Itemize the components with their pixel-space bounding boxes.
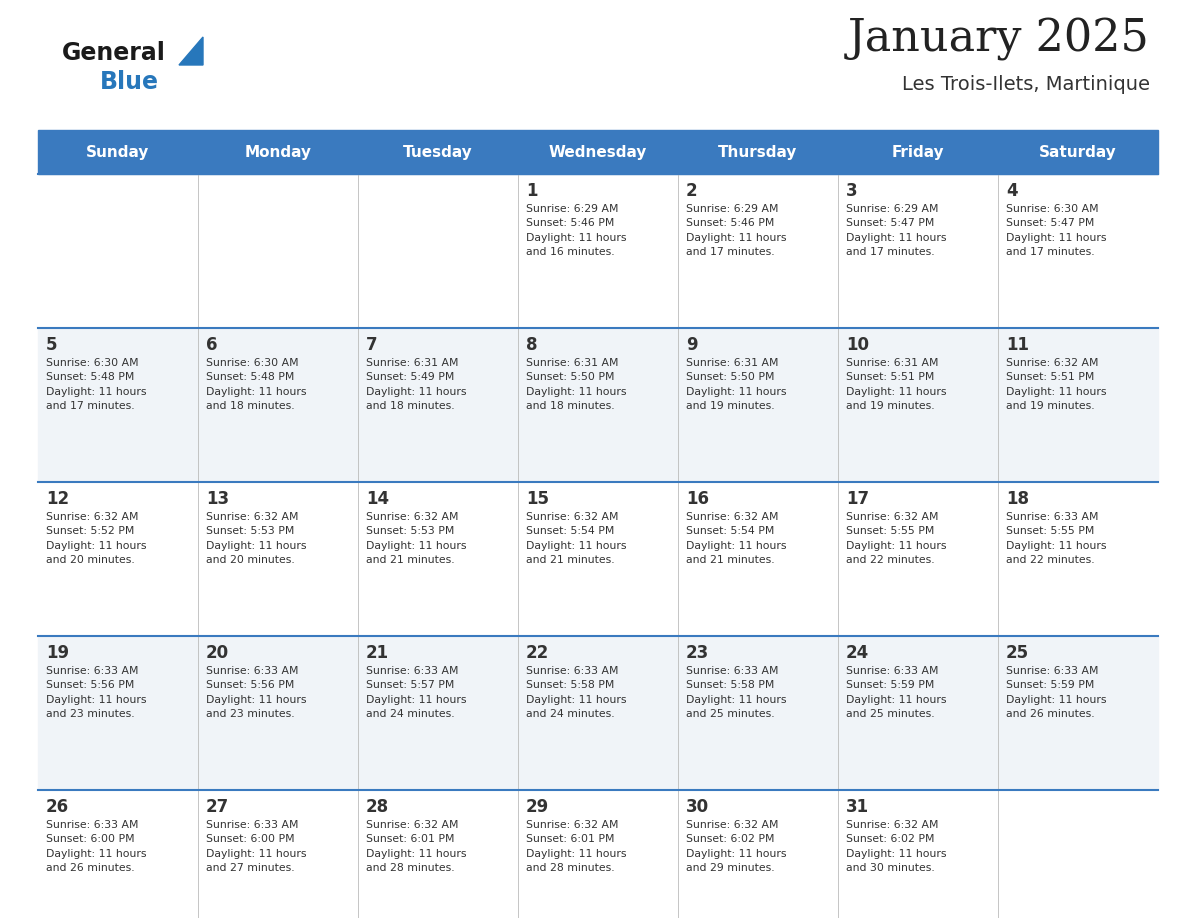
- Bar: [38, 636, 1158, 790]
- Text: Sunrise: 6:30 AM
Sunset: 5:47 PM
Daylight: 11 hours
and 17 minutes.: Sunrise: 6:30 AM Sunset: 5:47 PM Dayligh…: [1006, 204, 1106, 257]
- Text: Friday: Friday: [892, 144, 944, 160]
- Text: Sunrise: 6:31 AM
Sunset: 5:49 PM
Daylight: 11 hours
and 18 minutes.: Sunrise: 6:31 AM Sunset: 5:49 PM Dayligh…: [366, 358, 467, 411]
- Text: Sunrise: 6:32 AM
Sunset: 6:02 PM
Daylight: 11 hours
and 29 minutes.: Sunrise: 6:32 AM Sunset: 6:02 PM Dayligh…: [685, 820, 786, 873]
- Text: Sunrise: 6:32 AM
Sunset: 5:53 PM
Daylight: 11 hours
and 21 minutes.: Sunrise: 6:32 AM Sunset: 5:53 PM Dayligh…: [366, 512, 467, 565]
- Text: 6: 6: [206, 336, 217, 354]
- Text: January 2025: January 2025: [848, 18, 1150, 62]
- Text: Sunrise: 6:33 AM
Sunset: 5:55 PM
Daylight: 11 hours
and 22 minutes.: Sunrise: 6:33 AM Sunset: 5:55 PM Dayligh…: [1006, 512, 1106, 565]
- Text: Sunrise: 6:33 AM
Sunset: 5:57 PM
Daylight: 11 hours
and 24 minutes.: Sunrise: 6:33 AM Sunset: 5:57 PM Dayligh…: [366, 666, 467, 719]
- Text: 18: 18: [1006, 490, 1029, 508]
- Text: Wednesday: Wednesday: [549, 144, 647, 160]
- Text: Saturday: Saturday: [1040, 144, 1117, 160]
- Text: 2: 2: [685, 182, 697, 200]
- Text: 21: 21: [366, 644, 390, 662]
- Text: Les Trois-Ilets, Martinique: Les Trois-Ilets, Martinique: [902, 75, 1150, 94]
- Bar: [38, 482, 1158, 636]
- Text: 29: 29: [526, 798, 549, 816]
- Text: 22: 22: [526, 644, 549, 662]
- Text: General: General: [62, 41, 166, 65]
- Text: 5: 5: [46, 336, 57, 354]
- Text: Sunrise: 6:33 AM
Sunset: 5:56 PM
Daylight: 11 hours
and 23 minutes.: Sunrise: 6:33 AM Sunset: 5:56 PM Dayligh…: [46, 666, 146, 719]
- Text: 28: 28: [366, 798, 390, 816]
- Text: Sunrise: 6:32 AM
Sunset: 6:01 PM
Daylight: 11 hours
and 28 minutes.: Sunrise: 6:32 AM Sunset: 6:01 PM Dayligh…: [526, 820, 626, 873]
- Text: Sunrise: 6:29 AM
Sunset: 5:46 PM
Daylight: 11 hours
and 16 minutes.: Sunrise: 6:29 AM Sunset: 5:46 PM Dayligh…: [526, 204, 626, 257]
- Text: Sunrise: 6:29 AM
Sunset: 5:46 PM
Daylight: 11 hours
and 17 minutes.: Sunrise: 6:29 AM Sunset: 5:46 PM Dayligh…: [685, 204, 786, 257]
- Text: Sunrise: 6:32 AM
Sunset: 5:51 PM
Daylight: 11 hours
and 19 minutes.: Sunrise: 6:32 AM Sunset: 5:51 PM Dayligh…: [1006, 358, 1106, 411]
- Text: Sunrise: 6:32 AM
Sunset: 5:52 PM
Daylight: 11 hours
and 20 minutes.: Sunrise: 6:32 AM Sunset: 5:52 PM Dayligh…: [46, 512, 146, 565]
- Bar: [38, 790, 1158, 918]
- Text: Sunrise: 6:32 AM
Sunset: 5:55 PM
Daylight: 11 hours
and 22 minutes.: Sunrise: 6:32 AM Sunset: 5:55 PM Dayligh…: [846, 512, 947, 565]
- Text: 20: 20: [206, 644, 229, 662]
- Text: Sunrise: 6:31 AM
Sunset: 5:50 PM
Daylight: 11 hours
and 18 minutes.: Sunrise: 6:31 AM Sunset: 5:50 PM Dayligh…: [526, 358, 626, 411]
- Text: Sunrise: 6:33 AM
Sunset: 5:59 PM
Daylight: 11 hours
and 26 minutes.: Sunrise: 6:33 AM Sunset: 5:59 PM Dayligh…: [1006, 666, 1106, 719]
- Text: 7: 7: [366, 336, 378, 354]
- Text: 10: 10: [846, 336, 868, 354]
- Text: 4: 4: [1006, 182, 1018, 200]
- Text: 16: 16: [685, 490, 709, 508]
- Text: 15: 15: [526, 490, 549, 508]
- Text: Sunrise: 6:31 AM
Sunset: 5:50 PM
Daylight: 11 hours
and 19 minutes.: Sunrise: 6:31 AM Sunset: 5:50 PM Dayligh…: [685, 358, 786, 411]
- Text: Sunrise: 6:32 AM
Sunset: 6:02 PM
Daylight: 11 hours
and 30 minutes.: Sunrise: 6:32 AM Sunset: 6:02 PM Dayligh…: [846, 820, 947, 873]
- Text: Sunrise: 6:33 AM
Sunset: 5:58 PM
Daylight: 11 hours
and 24 minutes.: Sunrise: 6:33 AM Sunset: 5:58 PM Dayligh…: [526, 666, 626, 719]
- Text: Thursday: Thursday: [719, 144, 797, 160]
- Text: Sunrise: 6:32 AM
Sunset: 5:53 PM
Daylight: 11 hours
and 20 minutes.: Sunrise: 6:32 AM Sunset: 5:53 PM Dayligh…: [206, 512, 307, 565]
- Text: 19: 19: [46, 644, 69, 662]
- Text: 25: 25: [1006, 644, 1029, 662]
- Text: 3: 3: [846, 182, 858, 200]
- Text: Sunrise: 6:33 AM
Sunset: 5:58 PM
Daylight: 11 hours
and 25 minutes.: Sunrise: 6:33 AM Sunset: 5:58 PM Dayligh…: [685, 666, 786, 719]
- Text: 23: 23: [685, 644, 709, 662]
- Text: Sunrise: 6:33 AM
Sunset: 6:00 PM
Daylight: 11 hours
and 26 minutes.: Sunrise: 6:33 AM Sunset: 6:00 PM Dayligh…: [46, 820, 146, 873]
- Text: Sunrise: 6:33 AM
Sunset: 5:59 PM
Daylight: 11 hours
and 25 minutes.: Sunrise: 6:33 AM Sunset: 5:59 PM Dayligh…: [846, 666, 947, 719]
- Text: Sunrise: 6:32 AM
Sunset: 5:54 PM
Daylight: 11 hours
and 21 minutes.: Sunrise: 6:32 AM Sunset: 5:54 PM Dayligh…: [526, 512, 626, 565]
- Text: 26: 26: [46, 798, 69, 816]
- Text: 27: 27: [206, 798, 229, 816]
- Text: Monday: Monday: [245, 144, 311, 160]
- Text: Sunrise: 6:32 AM
Sunset: 5:54 PM
Daylight: 11 hours
and 21 minutes.: Sunrise: 6:32 AM Sunset: 5:54 PM Dayligh…: [685, 512, 786, 565]
- Text: 12: 12: [46, 490, 69, 508]
- Text: 13: 13: [206, 490, 229, 508]
- Bar: [38, 174, 1158, 328]
- Text: Sunrise: 6:32 AM
Sunset: 6:01 PM
Daylight: 11 hours
and 28 minutes.: Sunrise: 6:32 AM Sunset: 6:01 PM Dayligh…: [366, 820, 467, 873]
- Text: Sunrise: 6:30 AM
Sunset: 5:48 PM
Daylight: 11 hours
and 18 minutes.: Sunrise: 6:30 AM Sunset: 5:48 PM Dayligh…: [206, 358, 307, 411]
- Bar: [38, 328, 1158, 482]
- Text: 1: 1: [526, 182, 537, 200]
- Polygon shape: [179, 37, 203, 65]
- Text: 31: 31: [846, 798, 870, 816]
- Text: Blue: Blue: [100, 70, 159, 94]
- Text: Sunrise: 6:31 AM
Sunset: 5:51 PM
Daylight: 11 hours
and 19 minutes.: Sunrise: 6:31 AM Sunset: 5:51 PM Dayligh…: [846, 358, 947, 411]
- Bar: [38, 130, 1158, 174]
- Text: 30: 30: [685, 798, 709, 816]
- Text: Sunrise: 6:29 AM
Sunset: 5:47 PM
Daylight: 11 hours
and 17 minutes.: Sunrise: 6:29 AM Sunset: 5:47 PM Dayligh…: [846, 204, 947, 257]
- Text: Sunday: Sunday: [87, 144, 150, 160]
- Text: Sunrise: 6:33 AM
Sunset: 6:00 PM
Daylight: 11 hours
and 27 minutes.: Sunrise: 6:33 AM Sunset: 6:00 PM Dayligh…: [206, 820, 307, 873]
- Text: 17: 17: [846, 490, 870, 508]
- Text: 14: 14: [366, 490, 390, 508]
- Text: 9: 9: [685, 336, 697, 354]
- Text: Sunrise: 6:33 AM
Sunset: 5:56 PM
Daylight: 11 hours
and 23 minutes.: Sunrise: 6:33 AM Sunset: 5:56 PM Dayligh…: [206, 666, 307, 719]
- Text: 8: 8: [526, 336, 537, 354]
- Text: 24: 24: [846, 644, 870, 662]
- Text: Sunrise: 6:30 AM
Sunset: 5:48 PM
Daylight: 11 hours
and 17 minutes.: Sunrise: 6:30 AM Sunset: 5:48 PM Dayligh…: [46, 358, 146, 411]
- Text: Tuesday: Tuesday: [403, 144, 473, 160]
- Text: 11: 11: [1006, 336, 1029, 354]
